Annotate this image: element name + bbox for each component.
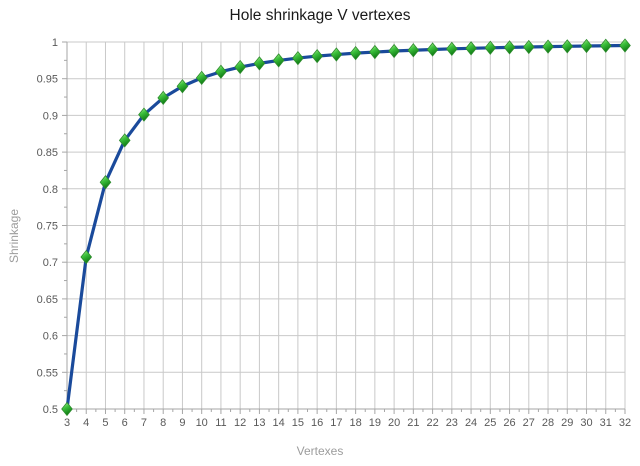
data-point-marker: [118, 133, 131, 148]
data-point-marker: [311, 48, 323, 64]
data-point-marker: [465, 41, 477, 56]
svg-text:7: 7: [141, 417, 147, 429]
svg-text:5: 5: [102, 417, 108, 429]
svg-text:24: 24: [465, 417, 477, 429]
svg-text:31: 31: [600, 417, 612, 429]
svg-text:25: 25: [484, 417, 496, 429]
data-point-marker: [349, 46, 362, 61]
data-point-marker: [580, 38, 593, 54]
svg-text:11: 11: [215, 417, 226, 429]
data-point-marker: [503, 40, 516, 55]
data-point-marker: [446, 41, 458, 56]
data-point-marker: [292, 50, 304, 66]
svg-text:0.65: 0.65: [37, 294, 58, 306]
svg-text:0.5: 0.5: [43, 404, 58, 416]
svg-text:4: 4: [83, 417, 89, 429]
axis-ticks: [62, 41, 626, 414]
svg-text:6: 6: [122, 417, 128, 429]
svg-text:19: 19: [369, 417, 381, 429]
svg-text:16: 16: [311, 417, 323, 429]
svg-text:0.95: 0.95: [37, 74, 58, 86]
svg-text:10: 10: [196, 417, 208, 429]
svg-text:22: 22: [426, 417, 438, 429]
svg-text:9: 9: [179, 417, 185, 429]
svg-text:18: 18: [349, 417, 361, 429]
svg-text:0.75: 0.75: [37, 221, 58, 233]
data-point-marker: [522, 39, 535, 55]
svg-text:1: 1: [52, 37, 58, 49]
svg-text:30: 30: [580, 417, 592, 429]
data-point-marker: [80, 249, 93, 265]
svg-text:32: 32: [619, 417, 631, 429]
data-point-marker: [388, 43, 400, 59]
x-axis-title: Vertexes: [296, 444, 344, 458]
svg-text:0.8: 0.8: [43, 184, 58, 196]
svg-text:0.6: 0.6: [43, 331, 58, 343]
data-point-marker: [542, 39, 554, 54]
y-axis-title: Shrinkage: [7, 208, 21, 264]
data-point-marker: [157, 90, 170, 105]
data-series-line: [65, 43, 627, 411]
data-point-marker: [176, 79, 189, 94]
chart-title: Hole shrinkage V vertexes: [229, 7, 411, 24]
data-point-marker: [61, 401, 73, 417]
data-point-marker: [272, 53, 285, 68]
svg-text:13: 13: [253, 417, 265, 429]
svg-text:0.9: 0.9: [43, 110, 58, 122]
data-point-marker: [138, 107, 150, 122]
data-point-marker: [215, 64, 227, 79]
data-point-marker: [330, 47, 343, 62]
svg-text:0.85: 0.85: [37, 147, 58, 159]
data-point-marker: [561, 39, 574, 54]
svg-text:0.55: 0.55: [37, 367, 58, 379]
svg-text:29: 29: [561, 417, 573, 429]
svg-text:12: 12: [234, 417, 246, 429]
data-point-marker: [253, 56, 266, 71]
svg-text:0.7: 0.7: [43, 257, 58, 269]
svg-text:15: 15: [292, 417, 304, 429]
data-point-marker: [426, 42, 439, 57]
gridlines: [66, 41, 626, 410]
data-point-marker: [619, 38, 631, 53]
svg-text:3: 3: [64, 417, 70, 429]
svg-text:20: 20: [388, 417, 400, 429]
svg-text:27: 27: [523, 417, 535, 429]
svg-text:14: 14: [273, 417, 285, 429]
data-point-marker: [234, 59, 246, 75]
data-point-marker: [484, 40, 497, 55]
svg-text:23: 23: [446, 417, 458, 429]
x-tick-labels: 3 4 5 6 7 8 9 10 11 12 13 14 15 16 17 18 19 20 21 22 23 24 25 2…: [64, 417, 631, 429]
data-point-marker: [407, 43, 420, 58]
svg-text:8: 8: [160, 417, 166, 429]
data-point-marker: [195, 70, 208, 86]
svg-text:28: 28: [542, 417, 554, 429]
svg-text:21: 21: [407, 417, 419, 429]
svg-text:17: 17: [330, 417, 342, 429]
data-point-marker: [99, 175, 112, 190]
svg-text:26: 26: [503, 417, 515, 429]
data-point-marker: [599, 38, 612, 53]
data-point-markers: [61, 38, 631, 417]
y-tick-labels: 1 0.95 0.9 0.85 0.8 0.75 0.7 0.65 0.6 0.55 0.5: [37, 37, 58, 416]
data-point-marker: [369, 44, 381, 60]
